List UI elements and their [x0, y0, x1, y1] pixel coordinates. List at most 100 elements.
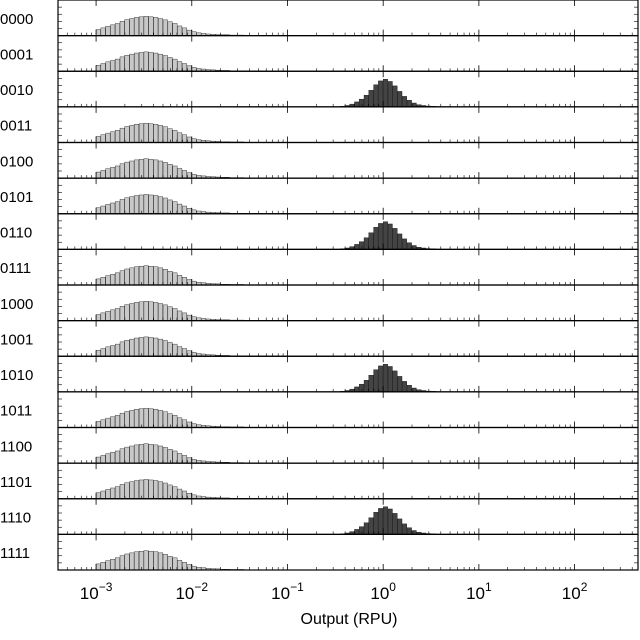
row-panel: 1100: [0, 426, 639, 464]
histogram-bar: [124, 126, 130, 143]
histogram-bar: [397, 91, 403, 108]
histogram-bar: [172, 557, 178, 571]
histogram-bar: [162, 411, 168, 428]
histogram-bar: [177, 310, 183, 321]
histogram-bar: [392, 228, 398, 250]
histogram-bar: [129, 338, 135, 357]
histogram-bar: [172, 415, 178, 428]
histogram-bar: [138, 194, 144, 214]
histogram-bar: [392, 85, 398, 108]
histogram-bar: [167, 306, 173, 321]
histogram-bar: [172, 58, 178, 72]
histogram-bar: [148, 479, 154, 499]
histogram-bar: [129, 53, 135, 72]
histogram-bar: [119, 484, 125, 499]
histogram-bar: [402, 96, 407, 108]
x-tick-label: 10−1: [271, 580, 304, 603]
histogram-bar: [359, 98, 364, 108]
histogram-bar: [172, 130, 178, 143]
histogram-bar: [95, 456, 101, 464]
histogram-bar: [138, 444, 144, 464]
histogram-bar: [129, 125, 135, 143]
histogram-bar: [95, 563, 101, 571]
x-tick-label: 100: [370, 580, 396, 603]
histogram-bar: [402, 238, 407, 250]
histogram-bar: [158, 481, 163, 499]
histogram-bar: [100, 134, 106, 143]
histogram-bar: [143, 16, 149, 36]
row-panel: 0110: [0, 213, 639, 250]
histogram-bar: [129, 410, 135, 428]
row-label: 0100: [0, 153, 33, 170]
row-label: 0110: [0, 225, 32, 242]
histogram-bar: [115, 450, 120, 464]
histogram-bar: [392, 370, 398, 393]
histogram-bar: [110, 452, 116, 464]
x-tick-label: 10−2: [175, 580, 208, 603]
histogram-bar: [177, 488, 183, 499]
histogram-bar: [182, 419, 187, 428]
histogram-bar: [119, 127, 125, 143]
histogram-bar: [162, 269, 168, 286]
row-panel: 1011: [0, 391, 639, 429]
histogram-bar: [158, 18, 163, 36]
histogram-bar: [368, 232, 374, 250]
histogram-bar: [167, 449, 173, 464]
histogram-bar: [119, 448, 125, 464]
histogram-bar: [368, 90, 374, 108]
histogram-bar: [406, 242, 412, 250]
histogram-bar: [105, 417, 111, 428]
histogram-bar: [115, 308, 120, 321]
histogram-bar: [148, 159, 154, 179]
histogram-bar: [373, 227, 379, 250]
histogram-bar: [158, 125, 163, 143]
histogram-bar: [158, 410, 163, 428]
histogram-bar: [406, 527, 412, 535]
histogram-bar: [110, 202, 116, 214]
histogram-bar: [158, 267, 163, 286]
histogram-bar: [129, 18, 135, 36]
histogram-bar: [177, 346, 183, 357]
histogram-bar: [177, 275, 183, 286]
histogram-bar: [100, 455, 106, 464]
histogram-bar: [110, 345, 116, 357]
histogram-bar: [153, 337, 159, 357]
histogram-bar: [105, 168, 111, 179]
histogram-bar: [143, 301, 149, 321]
histogram-bar: [162, 447, 168, 464]
row-label: 0011: [0, 118, 32, 135]
histogram-bar: [95, 278, 101, 286]
histogram-bar: [110, 24, 116, 36]
x-tick-label: 101: [466, 580, 492, 603]
histogram-bar: [100, 562, 106, 571]
histogram-bar: [119, 306, 125, 321]
histogram-bar: [124, 553, 130, 571]
x-tick-label: 102: [562, 580, 588, 603]
histogram-bar: [105, 275, 111, 286]
histogram-bar: [115, 58, 120, 72]
histogram-bar: [143, 122, 149, 143]
histogram-bar: [129, 196, 135, 214]
histogram-bar: [129, 267, 135, 286]
histogram-bar: [162, 197, 168, 214]
histogram-bar: [134, 551, 140, 571]
histogram-bar: [383, 364, 388, 393]
histogram-bar: [162, 340, 168, 357]
histogram-bar: [383, 221, 388, 250]
histogram-bar: [406, 385, 412, 393]
histogram-bar: [158, 160, 163, 179]
histogram-bar: [124, 268, 130, 286]
histogram-bar: [138, 408, 144, 428]
histogram-bar: [100, 205, 106, 214]
row-label: 1010: [0, 367, 33, 384]
histogram-bar: [138, 479, 144, 499]
histogram-bar: [182, 490, 187, 499]
histogram-bar: [397, 376, 403, 393]
histogram-bar: [124, 161, 130, 179]
histogram-bar: [110, 274, 116, 286]
histogram-bar: [148, 52, 154, 72]
histogram-bar: [387, 223, 393, 250]
row-label: 1000: [0, 296, 33, 313]
histogram-bar: [129, 552, 135, 571]
histogram-bar: [143, 51, 149, 72]
